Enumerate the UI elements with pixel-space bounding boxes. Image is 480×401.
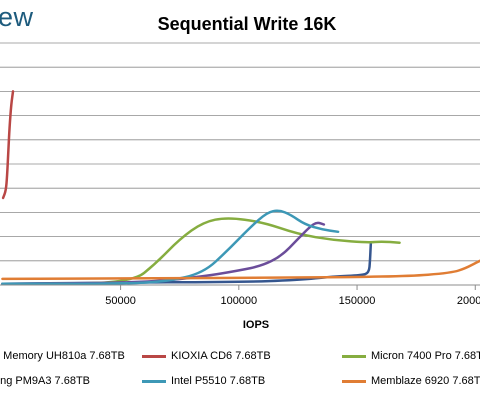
x-tick-label: 150000 [339, 295, 376, 307]
legend-swatch [342, 379, 366, 383]
legend-item: ung PM9A3 7.68TB [0, 375, 90, 387]
legend-label: KIOXIA CD6 7.68TB [171, 350, 271, 362]
logo-text: ew [0, 2, 34, 32]
x-tick-label: 200000 [457, 295, 480, 307]
x-tick-label: 100000 [220, 295, 257, 307]
legend: n Memory UH810a 7.68TB KIOXIA CD6 7.68TB… [0, 346, 480, 396]
legend-item: Memblaze 6920 7.68TB [342, 375, 480, 387]
legend-label: Intel P5510 7.68TB [171, 375, 266, 387]
legend-item: n Memory UH810a 7.68TB [0, 350, 125, 362]
x-axis: 50000 100000 150000 200000 [0, 284, 480, 307]
legend-swatch [142, 354, 166, 358]
legend-label: ung PM9A3 7.68TB [0, 375, 91, 387]
legend-label: n Memory UH810a 7.68TB [0, 350, 125, 362]
legend-label: Micron 7400 Pro 7.68TB [371, 350, 480, 362]
series-line [36, 217, 401, 286]
legend-label: Memblaze 6920 7.68TB [371, 375, 480, 387]
series-line [1, 209, 340, 286]
legend-item: Intel P5510 7.68TB [142, 375, 265, 387]
series-line [1, 90, 15, 200]
legend-swatch [142, 379, 166, 383]
series-line [1, 221, 326, 286]
series-lines [1, 90, 480, 286]
legend-swatch [342, 354, 366, 358]
series-line [1, 259, 480, 281]
x-tick-label: 50000 [105, 295, 136, 307]
chart-title: Sequential Write 16K [157, 14, 337, 34]
grid-lines [0, 42, 480, 262]
legend-item: Micron 7400 Pro 7.68TB [342, 350, 480, 362]
legend-item: KIOXIA CD6 7.68TB [142, 350, 271, 362]
x-axis-title: IOPS [243, 319, 269, 331]
